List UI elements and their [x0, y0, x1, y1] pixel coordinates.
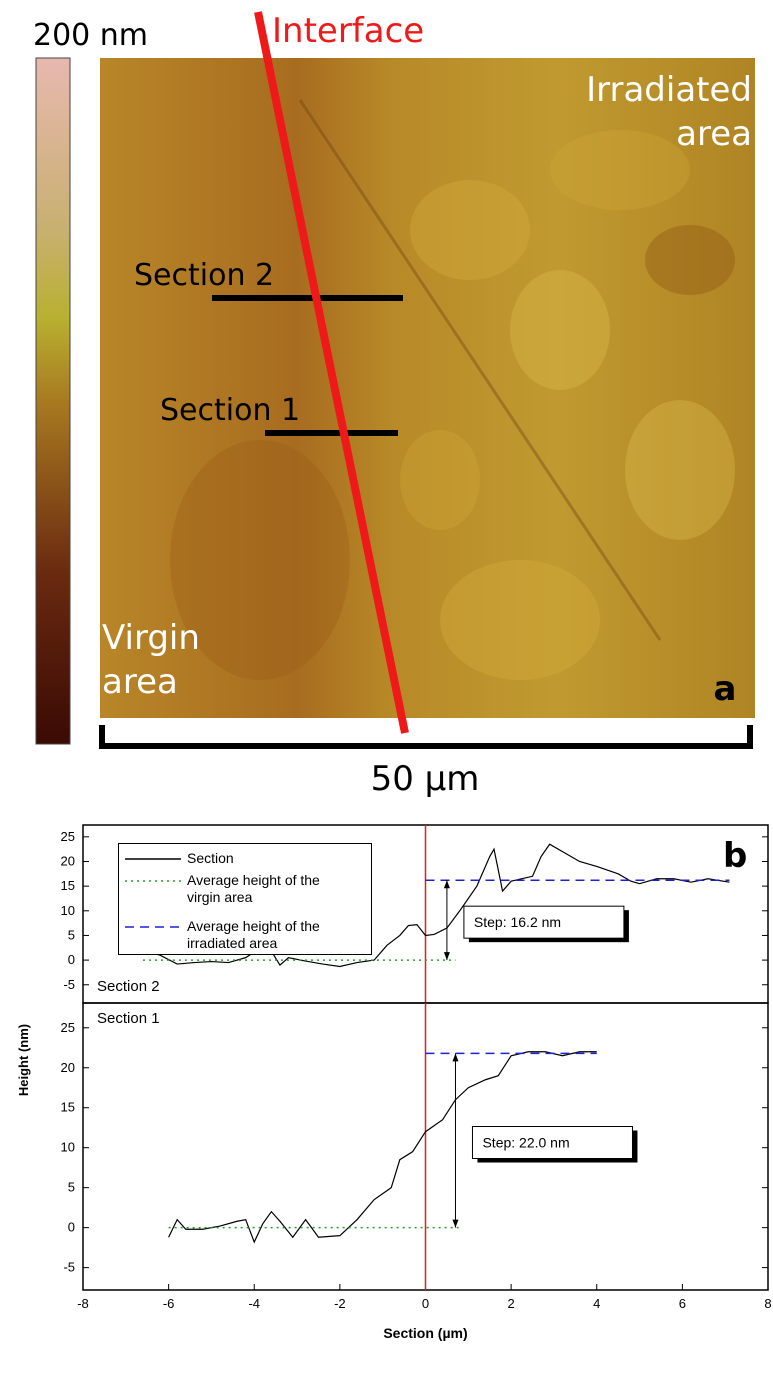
x-tick-label: 4	[593, 1296, 600, 1311]
y-tick-label: 10	[61, 1140, 75, 1155]
y-tick-label: 0	[68, 952, 75, 967]
series-line	[168, 1051, 597, 1244]
y-tick-label: 25	[61, 829, 75, 844]
section-label: Section 2	[97, 978, 160, 995]
x-tick-label: -4	[248, 1296, 260, 1311]
y-tick-label: 5	[68, 1180, 75, 1195]
scale-bar	[99, 725, 753, 749]
x-tick-label: 2	[508, 1296, 515, 1311]
section1-label: Section 1	[160, 393, 300, 428]
panel-a-label: a	[714, 669, 737, 709]
legend-label: Average height of the virgin area	[187, 872, 320, 905]
legend: Section Average height of the virgin area…	[118, 843, 372, 955]
y-axis-label: Height (nm)	[16, 1024, 31, 1096]
x-tick-label: -8	[77, 1296, 89, 1311]
y-tick-label: 10	[61, 903, 75, 918]
y-tick-label: -5	[63, 977, 75, 992]
y-tick-label: -5	[63, 1260, 75, 1275]
step-box	[471, 1126, 633, 1160]
y-tick-label: 15	[61, 878, 75, 893]
y-tick-label: 20	[61, 1060, 75, 1075]
y-tick-label: 20	[61, 853, 75, 868]
virgin-label: Virgin area	[102, 618, 200, 702]
legend-swatch	[125, 880, 181, 882]
y-tick-label: 25	[61, 1020, 75, 1035]
x-tick-label: 0	[422, 1296, 429, 1311]
afm-texture	[170, 99, 735, 680]
afm-image	[100, 58, 755, 718]
section2-label: Section 2	[134, 258, 274, 293]
arrow-head	[443, 880, 450, 961]
x-tick-label: 6	[679, 1296, 686, 1311]
legend-swatch	[125, 858, 181, 860]
step-label: Step: 16.2 nm	[474, 914, 561, 930]
interface-label: Interface	[272, 11, 424, 51]
x-tick-label: -2	[334, 1296, 346, 1311]
x-tick-label: -6	[163, 1296, 175, 1311]
legend-label: Average height of the irradiated area	[187, 918, 320, 951]
y-tick-label: 0	[68, 1220, 75, 1235]
step-label: Step: 22.0 nm	[482, 1135, 569, 1151]
x-axis-label: Section (µm)	[383, 1325, 467, 1341]
scale-label: 50 µm	[371, 759, 480, 799]
y-tick-label: 5	[68, 927, 75, 942]
legend-label: Section	[187, 850, 234, 866]
y-tick-label: 15	[61, 1100, 75, 1115]
legend-swatch	[125, 926, 181, 928]
step-box	[463, 905, 625, 939]
panel-b-label: b	[723, 836, 747, 876]
section-label: Section 1	[97, 1010, 160, 1027]
colorbar	[35, 57, 71, 745]
interface-line	[254, 11, 409, 734]
colorbar-label: 200 nm	[33, 18, 148, 53]
x-tick-label: 8	[764, 1296, 771, 1311]
irradiated-label: Irradiated area	[586, 70, 752, 154]
